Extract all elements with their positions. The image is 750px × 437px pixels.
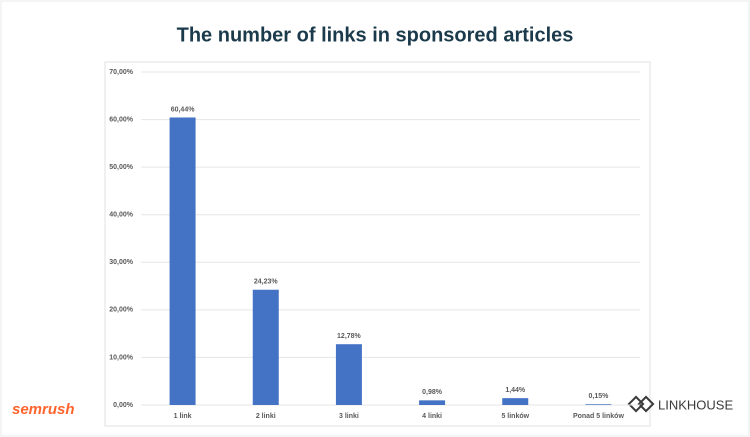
y-tick-label: 0,00% <box>113 402 134 409</box>
logo-icon <box>627 395 655 413</box>
y-tick-label: 30,00% <box>109 259 134 266</box>
bar <box>335 344 362 405</box>
x-tick-label: 4 linki <box>422 413 442 420</box>
x-tick-label: Ponad 5 linków <box>573 413 625 420</box>
bar <box>585 404 612 405</box>
x-tick-label: 2 linki <box>256 413 276 420</box>
value-label: 0,98% <box>422 389 443 396</box>
bar <box>252 289 279 405</box>
plot-frame <box>104 61 651 427</box>
y-tick-label: 60,00% <box>109 116 134 123</box>
value-label: 0,15% <box>588 393 609 400</box>
value-label: 12,78% <box>337 333 362 340</box>
x-tick-label: 5 linków <box>501 413 529 420</box>
y-tick-label: 40,00% <box>109 212 134 219</box>
logo-left: semrush <box>12 401 75 418</box>
x-tick-label: 1 link <box>174 413 192 420</box>
y-tick-label: 50,00% <box>109 164 134 171</box>
y-tick-label: 70,00% <box>109 69 134 76</box>
value-label: 1,44% <box>505 387 526 394</box>
logo-right: LINKHOUSE <box>658 397 733 412</box>
bar <box>419 400 446 405</box>
y-tick-label: 10,00% <box>109 354 134 361</box>
y-tick-label: 20,00% <box>109 307 134 314</box>
value-label: 24,23% <box>254 279 279 286</box>
chart-title: The number of links in sponsored article… <box>177 24 574 46</box>
x-tick-label: 3 linki <box>339 413 359 420</box>
bar <box>169 117 196 406</box>
bar <box>502 398 529 405</box>
value-label: 60,44% <box>171 106 196 113</box>
